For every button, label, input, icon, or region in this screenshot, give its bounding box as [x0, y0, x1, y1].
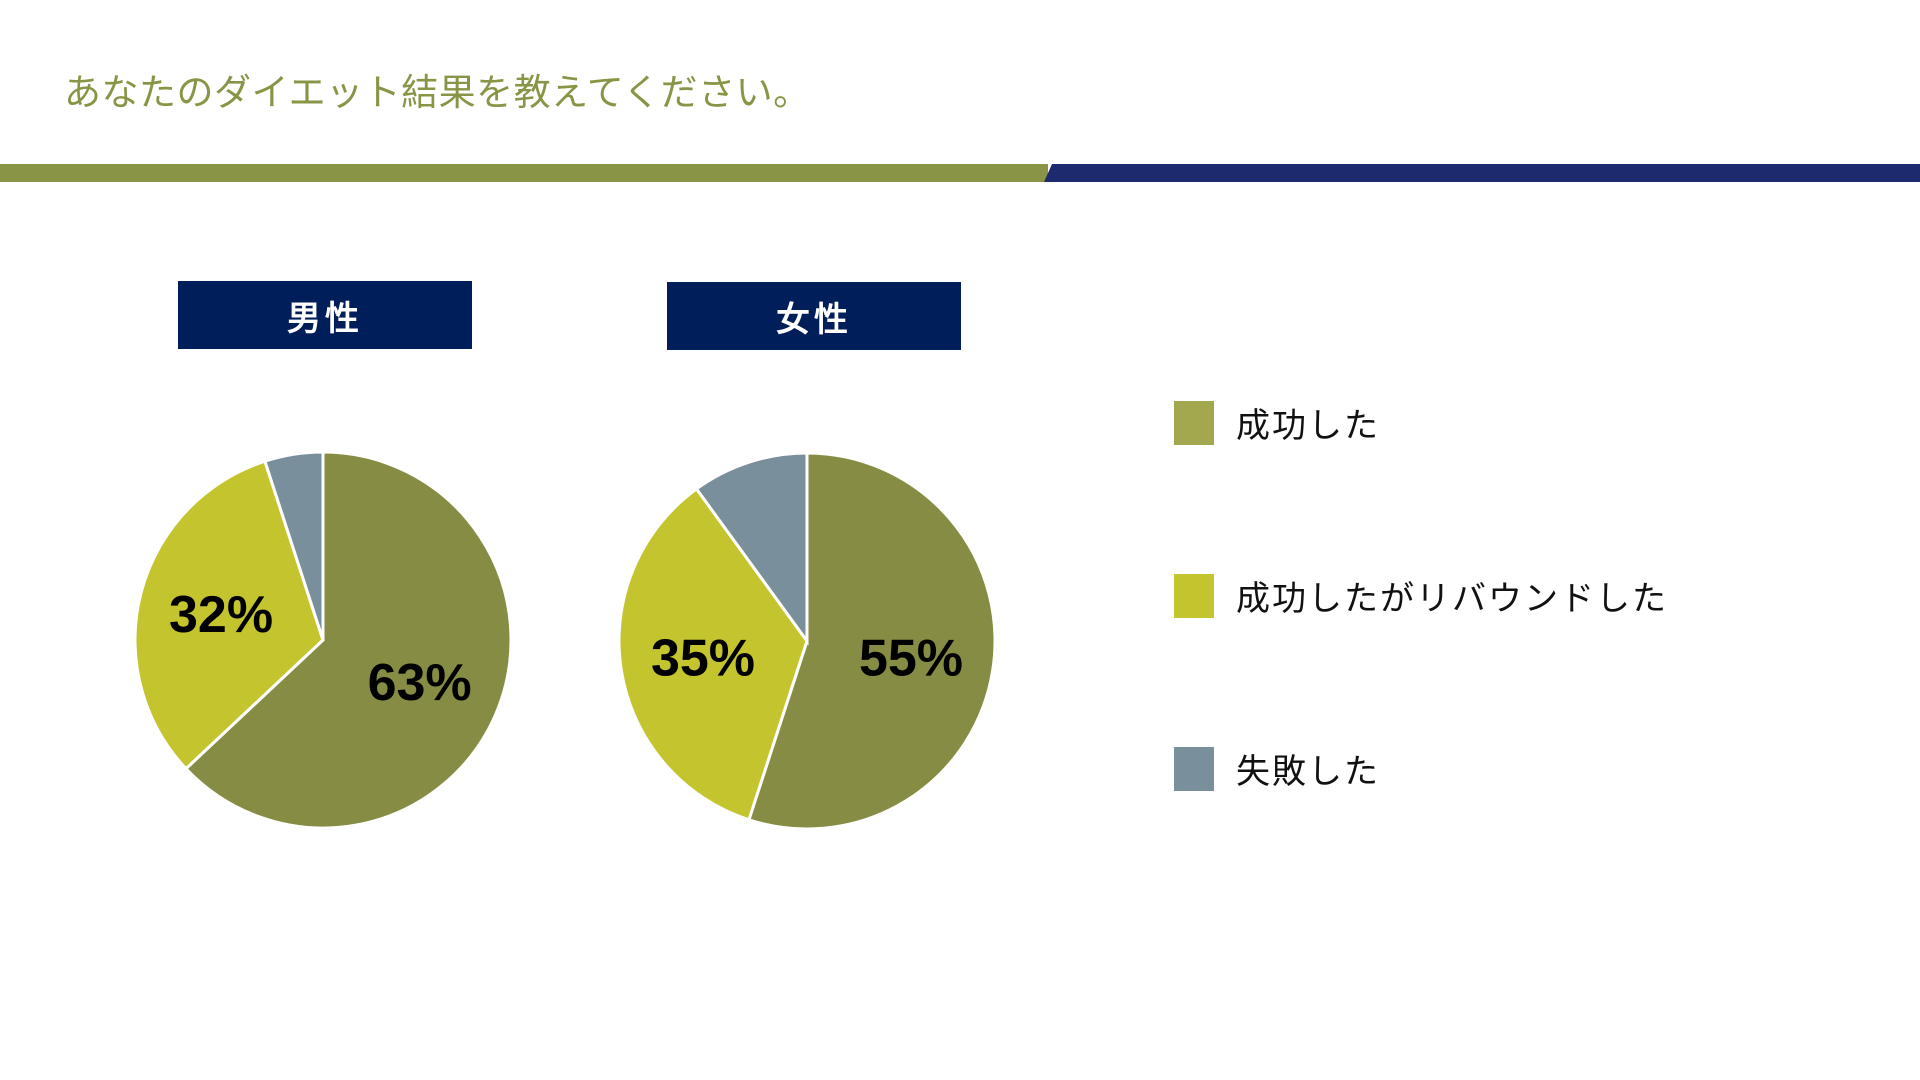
- page-title: あなたのダイエット結果を教えてください。: [64, 71, 811, 114]
- pie-slice-success: [183, 450, 513, 830]
- data-label-slice-rebound: 32%: [169, 586, 273, 644]
- chart-title-female: 女性: [667, 282, 961, 350]
- data-label-slice-success: 55%: [859, 629, 963, 687]
- pie-slice-success: [747, 451, 997, 831]
- pie-chart-male: 63% 32%: [133, 450, 513, 830]
- legend-swatch-success: [1174, 400, 1214, 445]
- data-label-slice-success: 63%: [368, 654, 472, 712]
- legend-swatch-fail: [1174, 746, 1214, 791]
- data-label-slice-rebound: 35%: [651, 629, 755, 687]
- pie-slice-fail: [263, 450, 325, 641]
- legend-label-success: 成功した: [1236, 406, 1380, 446]
- pie-slice-rebound: [133, 459, 325, 771]
- legend-item-fail: 失敗した: [1174, 744, 1380, 793]
- header-bar-olive: [0, 164, 1048, 182]
- legend-item-success: 成功した: [1174, 398, 1380, 447]
- pie-chart-female: 55% 35%: [617, 451, 997, 831]
- legend-swatch-rebound: [1174, 573, 1214, 618]
- header-bar-navy: [1044, 164, 1920, 182]
- legend-label-fail: 失敗した: [1236, 752, 1380, 792]
- chart-title-male: 男性: [178, 281, 472, 349]
- legend-label-rebound: 成功したがリバウンドした: [1236, 579, 1668, 619]
- legend-item-rebound: 成功したがリバウンドした: [1174, 571, 1668, 620]
- pie-slice-rebound: [617, 486, 809, 822]
- pie-slice-fail: [694, 451, 809, 646]
